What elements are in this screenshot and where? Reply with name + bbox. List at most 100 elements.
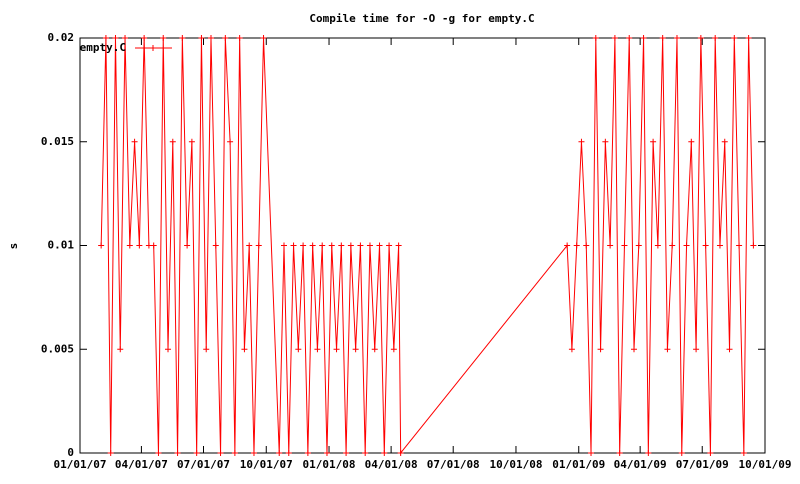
point [107,450,114,456]
x-tick-label: 01/01/07 [54,458,107,471]
point [688,138,695,145]
point [721,138,728,145]
y-tick-label: 0.01 [48,239,75,252]
point [207,35,214,41]
point [328,242,335,249]
point [131,138,138,145]
point [236,35,243,41]
point [736,242,743,249]
point [390,346,397,353]
x-tick-label: 10/01/08 [489,458,542,471]
x-tick-label: 04/01/07 [115,458,168,471]
point [616,450,623,456]
point [573,242,580,249]
point [227,138,234,145]
point [592,35,599,41]
point [304,450,311,456]
point [174,450,181,456]
point [621,242,628,249]
point [362,450,369,456]
point [381,450,388,456]
point [136,242,143,249]
point [564,242,571,249]
point [112,35,119,41]
point [659,35,666,41]
point [597,346,604,353]
point [631,346,638,353]
point [602,138,609,145]
point [712,35,719,41]
point [250,450,257,456]
point [650,138,657,145]
point [673,35,680,41]
point [697,35,704,41]
point [626,35,633,41]
y-tick-label: 0 [67,446,74,459]
point [280,242,287,249]
point [126,242,133,249]
point [309,242,316,249]
point [578,138,585,145]
point [343,450,350,456]
point [740,450,747,456]
point [611,35,618,41]
series-line [100,37,754,455]
point [376,242,383,249]
point [169,138,176,145]
y-axis-label: s [7,243,20,250]
point [179,35,186,41]
point [295,346,302,353]
point [683,242,690,249]
point [583,242,590,249]
point [246,242,253,249]
point [716,242,723,249]
point [357,242,364,249]
x-tick-label: 04/01/08 [365,458,418,471]
point [319,242,326,249]
point [366,242,373,249]
point [669,242,676,249]
point [607,242,614,249]
point [98,242,105,249]
point [397,450,404,456]
point [212,242,219,249]
plot-frame [79,37,766,454]
point [102,35,109,41]
point [635,242,642,249]
x-tick-label: 04/01/09 [614,458,667,471]
point [338,242,345,249]
point [241,346,248,353]
point [731,35,738,41]
point [155,450,162,456]
point [654,242,661,249]
point [222,35,229,41]
point [702,242,709,249]
point [276,450,283,456]
point [678,450,685,456]
point [117,346,124,353]
point [188,138,195,145]
point [314,346,321,353]
point [255,242,262,249]
legend-label: empty.C [80,41,126,54]
point [645,450,652,456]
point [640,35,647,41]
x-tick-label: 10/01/07 [240,458,293,471]
legend-swatch [135,45,172,51]
y-tick-label: 0.015 [41,135,74,148]
point [333,346,340,353]
x-tick-label: 07/01/09 [676,458,729,471]
point [285,450,292,456]
point [122,35,129,41]
x-tick-label: 07/01/08 [427,458,480,471]
point [160,35,167,41]
x-tick-label: 01/01/08 [303,458,356,471]
point [588,450,595,456]
point [150,242,157,249]
point [260,35,267,41]
point [750,242,757,249]
point [347,242,354,249]
point [217,450,224,456]
point [300,242,307,249]
